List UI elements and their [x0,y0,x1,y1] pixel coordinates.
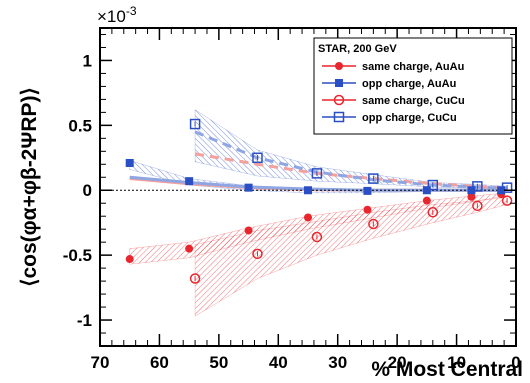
series-1-point-5 [422,186,431,195]
series-3-point-5 [472,181,483,192]
legend-entry: same charge, CuCu [322,94,465,107]
series-0-point-6 [467,192,476,201]
series-1-point-2 [244,183,253,192]
legend: STAR, 200 GeV same charge, AuAu opp charg… [313,37,513,135]
legend-entry: same charge, AuAu [322,61,464,73]
series-1-point-4 [363,186,372,195]
legend-label: same charge, AuAu [362,61,464,73]
series-3-point-6 [501,182,513,193]
x-tick-label: 50 [209,353,228,372]
legend-entry: opp charge, CuCu [322,111,457,124]
legend-marker-0 [335,62,343,70]
series-0-point-1 [185,244,194,253]
series-2-point-6 [501,195,513,206]
series-1-point-7 [497,186,506,195]
y-axis-title: ⟨cos(φα+φβ-2ΨRP)⟩ [18,87,41,286]
x-tick-label: 60 [150,353,169,372]
systematic-bands [129,109,508,317]
legend-label: opp charge, CuCu [362,112,457,124]
plot-frame [99,27,517,347]
axis-ticks: 70 60 50 40 30 20 10 0 1 0.5 0 -0.5 -1 [63,28,521,372]
series-1-point-6 [467,186,476,195]
legend-marker-2 [333,94,345,106]
legend-entry: opp charge, AuAu [322,78,456,90]
series-3-point-1 [252,152,263,164]
series-2-point-2 [311,231,323,243]
axis-multiplier: ×10-3 [97,4,137,26]
series-3-point-3 [368,173,379,184]
series-3-point-4 [427,179,439,191]
x-axis-title: % Most Central [371,358,523,381]
series-0-point-3 [304,213,312,222]
x-tick-label: 0 [511,353,520,372]
y-tick-label: 1 [83,51,92,70]
series-0-point-0 [125,255,134,264]
series-0 [125,190,506,264]
legend-marker-3 [333,111,345,123]
y-tick-label: -0.5 [63,246,92,265]
legend-label: same charge, CuCu [362,95,465,107]
legend-title: STAR, 200 GeV [318,43,397,55]
legend-box [313,37,513,135]
series-1-point-3 [304,186,312,195]
data-series [125,118,513,284]
series-3-point-2 [311,168,323,179]
legend-label: opp charge, AuAu [362,78,456,90]
series-2-point-1 [252,248,263,260]
x-tick-label: 40 [269,353,288,372]
series-1 [125,158,506,195]
series-0-point-2 [244,226,253,235]
series-0-point-5 [422,196,431,205]
series-2-point-3 [368,218,379,230]
y-tick-label: -1 [77,311,92,330]
series-2-point-4 [427,207,439,218]
series-0-point-4 [363,205,372,214]
series-2-point-0 [189,273,201,284]
series-2 [189,195,513,284]
series-1-point-0 [125,158,134,167]
series-3-point-0 [189,118,201,130]
x-tick-label: 20 [388,353,407,372]
legend-marker-1 [335,79,343,87]
series-3 [189,118,513,193]
x-tick-label: 70 [91,353,110,372]
series-1-point-1 [185,177,194,186]
y-tick-label: 0 [83,181,92,200]
series-2-point-5 [472,200,483,212]
y-tick-label: 0.5 [68,116,92,135]
x-tick-label: 10 [447,353,466,372]
x-tick-label: 30 [328,353,347,372]
